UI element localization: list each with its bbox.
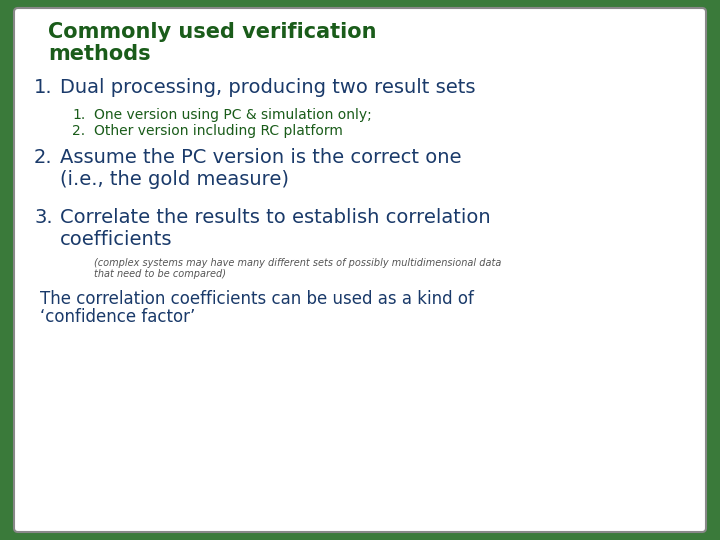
Text: (complex systems may have many different sets of possibly multidimensional data: (complex systems may have many different… [94, 258, 501, 268]
Text: Correlate the results to establish correlation: Correlate the results to establish corre… [60, 208, 490, 227]
Text: Dual processing, producing two result sets: Dual processing, producing two result se… [60, 78, 475, 97]
Text: 1.: 1. [34, 78, 53, 97]
Text: 3.: 3. [34, 208, 53, 227]
Text: 2.: 2. [34, 148, 53, 167]
Text: (i.e., the gold measure): (i.e., the gold measure) [60, 170, 289, 189]
Text: coefficients: coefficients [60, 230, 173, 249]
Text: Other version including RC platform: Other version including RC platform [94, 124, 343, 138]
Text: The correlation coefficients can be used as a kind of: The correlation coefficients can be used… [40, 290, 474, 308]
Text: that need to be compared): that need to be compared) [94, 269, 226, 279]
Text: Assume the PC version is the correct one: Assume the PC version is the correct one [60, 148, 462, 167]
Text: ‘confidence factor’: ‘confidence factor’ [40, 308, 195, 326]
Text: Commonly used verification: Commonly used verification [48, 22, 377, 42]
Text: methods: methods [48, 44, 150, 64]
Text: 1.: 1. [72, 108, 85, 122]
Text: 2.: 2. [72, 124, 85, 138]
FancyBboxPatch shape [14, 8, 706, 532]
Text: One version using PC & simulation only;: One version using PC & simulation only; [94, 108, 372, 122]
